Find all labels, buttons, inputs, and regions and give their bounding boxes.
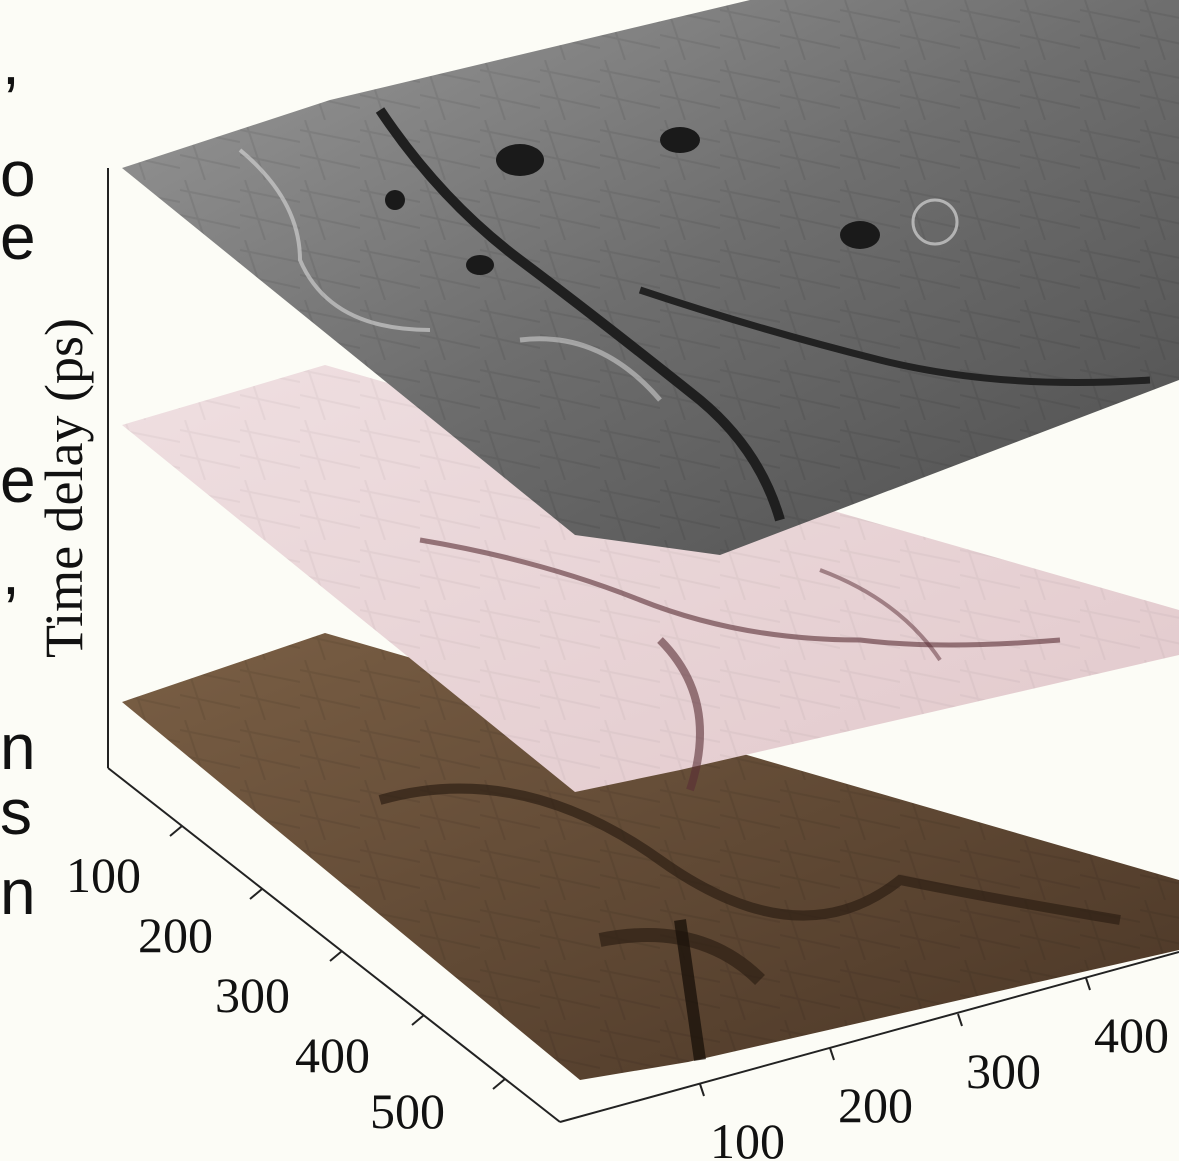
axes-frame xyxy=(107,168,1179,1123)
margin-glyph: e xyxy=(0,201,36,273)
y-tick-label: 400 xyxy=(295,1027,370,1083)
margin-glyph: s xyxy=(0,776,32,848)
y-tick-label: 100 xyxy=(66,847,141,903)
x-tick-label: 100 xyxy=(710,1113,785,1161)
margin-glyph: , xyxy=(2,26,20,98)
surface-layer-middle xyxy=(122,365,1179,792)
margin-glyph: n xyxy=(0,856,36,928)
x-tick-label: 400 xyxy=(1094,1007,1169,1063)
x-tick-labels: 100 200 300 400 xyxy=(710,1007,1169,1161)
y-tick-labels: 100 200 300 400 500 xyxy=(66,847,445,1139)
surface-layer-bottom xyxy=(122,633,1179,1080)
surface-layer-top xyxy=(122,0,1179,555)
y-tick-label: 500 xyxy=(370,1083,445,1139)
y-axis-ticks xyxy=(169,825,506,1090)
z-axis-label: Time delay (ps) xyxy=(34,318,94,658)
margin-glyph: o xyxy=(0,138,36,210)
x-axis-ticks xyxy=(699,977,1091,1097)
margin-glyph: e xyxy=(0,444,36,516)
margin-glyph: n xyxy=(0,711,36,783)
y-tick-label: 300 xyxy=(215,967,290,1023)
margin-glyph: , xyxy=(2,536,20,608)
x-tick-label: 300 xyxy=(966,1043,1041,1099)
x-axis-line xyxy=(559,951,1179,1123)
y-axis-line xyxy=(107,767,561,1123)
y-tick-label: 200 xyxy=(138,907,213,963)
x-tick-label: 200 xyxy=(838,1077,913,1133)
